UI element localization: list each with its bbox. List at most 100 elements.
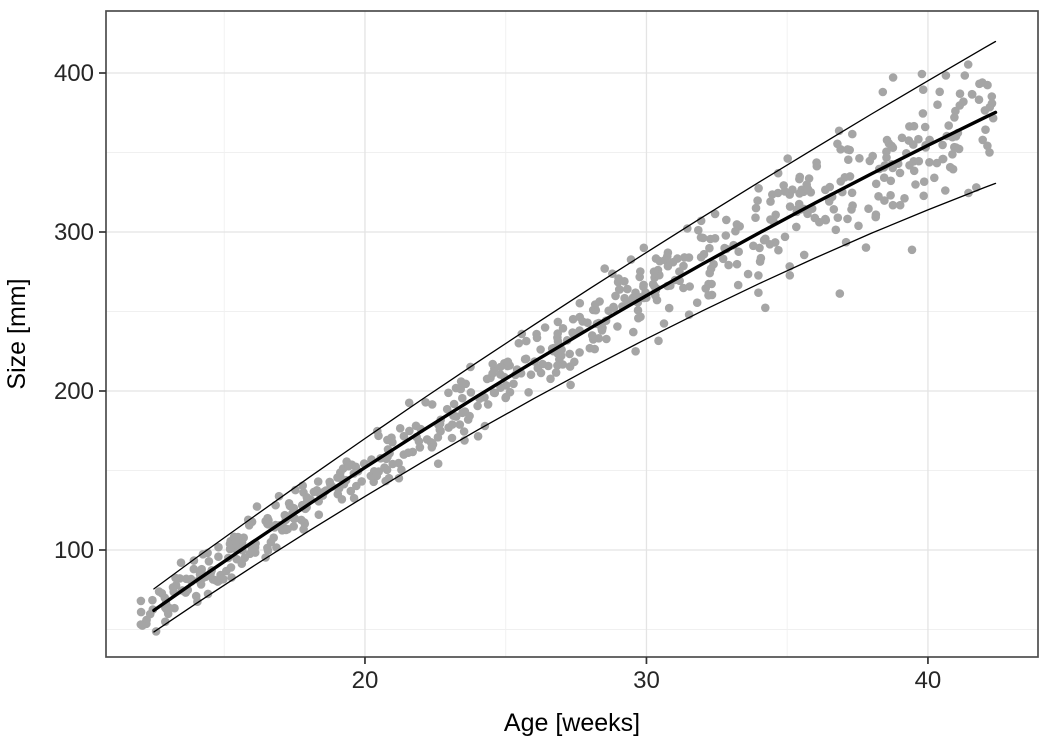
data-point [388,438,397,447]
data-point [919,177,929,186]
y-tick-label: 300 [54,219,94,246]
data-point [226,544,235,553]
data-point [861,243,871,252]
data-point [536,345,545,354]
data-point [514,338,524,348]
data-point [879,173,889,182]
data-point [566,380,575,390]
data-point [388,459,398,469]
data-point [783,154,792,163]
data-point [302,493,312,502]
data-point [780,187,790,196]
data-point [154,587,164,596]
data-point [488,359,498,369]
data-point [540,323,550,332]
data-point [374,431,383,441]
data-point [271,500,280,510]
data-point [888,200,898,210]
data-point [882,135,892,145]
data-point [950,113,959,122]
data-point [597,326,607,335]
data-point [590,344,599,354]
data-point [442,404,452,414]
data-point [636,267,645,276]
data-point [455,420,465,429]
data-point [148,595,157,605]
data-point [473,432,483,441]
model-lines [152,40,998,633]
data-point [488,369,497,378]
data-point [483,400,493,409]
data-point [649,267,659,277]
data-point [985,102,995,112]
data-point [344,461,353,471]
data-point [955,89,965,98]
data-point [449,399,459,409]
data-point [841,237,851,247]
data-point [629,327,638,337]
data-point [164,603,174,613]
data-point [623,284,632,294]
data-point [795,189,804,198]
data-point [568,314,578,324]
data-point [458,393,467,403]
data-point [289,503,299,513]
data-point [978,135,987,145]
x-axis-tick-labels: 20 30 40 [352,667,942,694]
data-point [721,231,731,240]
data-point [907,245,917,255]
data-point [538,359,547,369]
data-point [935,87,944,97]
data-point [871,212,880,222]
data-point [211,576,220,585]
data-point [780,232,790,242]
data-point [732,220,742,229]
data-point [176,558,186,567]
data-point [269,533,279,542]
data-point [847,188,857,198]
data-point [895,200,905,210]
data-point [967,89,977,99]
data-point [565,349,574,359]
data-point [501,381,511,390]
data-point [909,121,919,131]
data-point [684,253,694,262]
data-point [231,537,241,547]
data-point [136,596,146,606]
data-point [845,172,855,181]
data-point [602,334,611,344]
data-point [613,277,623,287]
data-point [756,253,766,263]
data-point [878,87,888,97]
data-point [444,423,453,432]
data-point [911,180,920,189]
data-point [754,288,763,298]
data-point [532,333,542,343]
x-axis-ticks [364,657,929,664]
data-point [831,225,841,235]
data-point [918,85,928,94]
data-point [874,192,883,201]
data-point [136,607,146,617]
data-point [941,186,950,195]
data-point [983,80,992,90]
data-point [854,221,863,231]
data-point [941,71,951,80]
data-point [848,201,857,210]
data-point [938,154,948,164]
data-point [948,150,957,159]
data-point [944,121,953,130]
lower-band-line [153,182,997,633]
data-point [985,148,994,157]
data-point [888,73,898,82]
data-point [709,259,718,269]
data-point [914,134,923,144]
data-point [766,197,775,206]
data-point [844,155,853,164]
data-point [421,398,430,407]
data-point [433,459,443,469]
data-point [734,247,743,256]
x-axis-title: Age [weeks] [504,709,640,737]
data-point [558,324,568,333]
